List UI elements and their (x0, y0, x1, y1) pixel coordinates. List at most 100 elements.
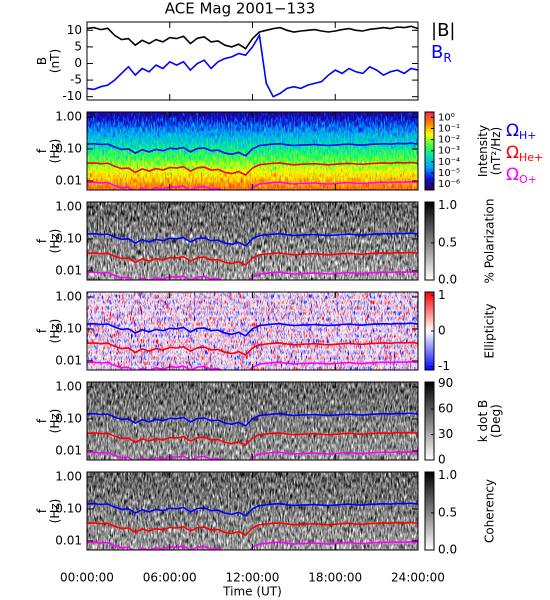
legend-entry: ΩO+ (506, 165, 537, 186)
colorbar-tick-label: 0 (438, 453, 446, 467)
spectrogram-image (87, 202, 418, 280)
colorbar-tick-label: 10⁻³ (438, 146, 460, 157)
colorbar-tick-label: 0.0 (438, 543, 457, 557)
data-line (87, 161, 418, 176)
colorbar-tick-label: 0.5 (438, 235, 457, 249)
data-line (87, 431, 418, 446)
legend-subscript: He+ (519, 151, 543, 164)
y-tick-label: 0.01 (55, 263, 82, 277)
colorbar-tick-label: 10⁻⁵ (438, 168, 460, 179)
x-tick-label: 06:00:00 (143, 571, 197, 585)
y-tick-label: 0.10 (55, 321, 82, 335)
y-tick-label: -10 (62, 89, 82, 103)
data-line (87, 142, 418, 157)
data-line (87, 322, 418, 337)
y-axis-label: f (35, 508, 49, 513)
colorbar-tick-label: 1 (438, 288, 446, 302)
legend-entry: |B| (431, 20, 455, 41)
y-axis-label: B (35, 57, 49, 65)
y-tick-label: 0.01 (55, 353, 82, 367)
spectrogram-image (87, 292, 418, 370)
colorbar (424, 381, 435, 461)
colorbar-label: (nT²/Hz) (489, 127, 503, 175)
spectrogram-image (87, 112, 418, 190)
colorbar-tick-label: 60 (438, 402, 453, 416)
colorbar-label: Coherency (483, 479, 497, 543)
y-tick-label: 0.10 (55, 411, 82, 425)
legend-subscript: R (443, 51, 451, 65)
colorbar-tick-label: 10⁻⁶ (438, 179, 460, 190)
data-line (87, 521, 418, 536)
legend-label: Ω (506, 121, 519, 141)
colorbar-tick-label: 10⁻¹ (438, 123, 460, 134)
colorbar-tick-label: 10⁻² (438, 135, 460, 146)
y-tick-label: 0.01 (55, 173, 82, 187)
legend-entry: ΩHe+ (506, 143, 543, 164)
colorbar-tick-label: 10⁰ (438, 112, 455, 123)
x-tick-label: 00:00:00 (60, 571, 114, 585)
data-line (87, 341, 418, 356)
colorbar-tick-label: 30 (438, 427, 453, 441)
x-tick-label: 18:00:00 (308, 571, 362, 585)
colorbar-tick-label: 90 (438, 376, 453, 390)
y-tick-label: 5 (74, 39, 82, 53)
y-axis-label: (Hz) (48, 229, 62, 254)
colorbar-tick-label: 0.0 (438, 273, 457, 287)
colorbar (424, 201, 435, 281)
colorbar-label: Ellipticity (483, 304, 497, 359)
colorbar (424, 471, 435, 551)
y-tick-label: 1.00 (55, 379, 82, 393)
legend-entry: ΩH+ (506, 121, 537, 142)
data-line (87, 251, 418, 266)
y-axis-label: f (35, 238, 49, 243)
data-line (87, 32, 418, 98)
data-line (87, 502, 418, 517)
x-axis-label: Time (UT) (222, 585, 282, 599)
colorbar-tick-label: 10⁻⁴ (438, 157, 460, 168)
colorbar-label: (Deg) (489, 404, 503, 438)
legend-entry: BR (431, 42, 452, 65)
y-tick-label: 10 (67, 23, 82, 37)
y-tick-label: 0 (74, 56, 82, 70)
data-line (87, 25, 418, 50)
colorbar-label: % Polarization (483, 199, 497, 284)
chart-title: ACE Mag 2001−133 (165, 0, 316, 18)
legend-label: Ω (506, 143, 519, 163)
legend-label: |B| (431, 20, 455, 41)
y-axis-label: (Hz) (48, 319, 62, 344)
plot-frame (86, 21, 419, 101)
colorbar-label: k dot B (476, 400, 490, 442)
y-tick-label: -5 (70, 73, 82, 87)
y-tick-label: 0.10 (55, 141, 82, 155)
legend-label: B (431, 42, 443, 63)
y-axis-label: (Hz) (48, 499, 62, 524)
y-axis-label: (Hz) (48, 139, 62, 164)
colorbar-tick-label: 1.0 (438, 468, 457, 482)
y-tick-label: 0.10 (55, 231, 82, 245)
colorbar-tick-label: -1 (438, 359, 450, 373)
x-tick-label: 24:00:00 (391, 571, 445, 585)
legend-subscript: H+ (519, 129, 537, 142)
y-tick-label: 0.10 (55, 501, 82, 515)
colorbar-label: Intensity (476, 125, 490, 177)
y-tick-label: 0.01 (55, 533, 82, 547)
y-tick-label: 1.00 (55, 199, 82, 213)
y-tick-label: 1.00 (55, 469, 82, 483)
y-axis-label: f (35, 328, 49, 333)
y-axis-label: (nT) (48, 49, 62, 73)
colorbar-tick-label: 0.5 (438, 505, 457, 519)
y-tick-label: 1.00 (55, 109, 82, 123)
legend-label: Ω (506, 165, 519, 185)
legend-subscript: O+ (519, 173, 537, 186)
y-axis-label: f (35, 148, 49, 153)
data-line (87, 232, 418, 247)
y-axis-label: (Hz) (48, 409, 62, 434)
data-line (87, 412, 418, 427)
colorbar-tick-label: 0 (438, 324, 446, 338)
y-tick-label: 0.01 (55, 443, 82, 457)
y-axis-label: f (35, 418, 49, 423)
y-tick-label: 1.00 (55, 289, 82, 303)
colorbar-tick-label: 1.0 (438, 198, 457, 212)
